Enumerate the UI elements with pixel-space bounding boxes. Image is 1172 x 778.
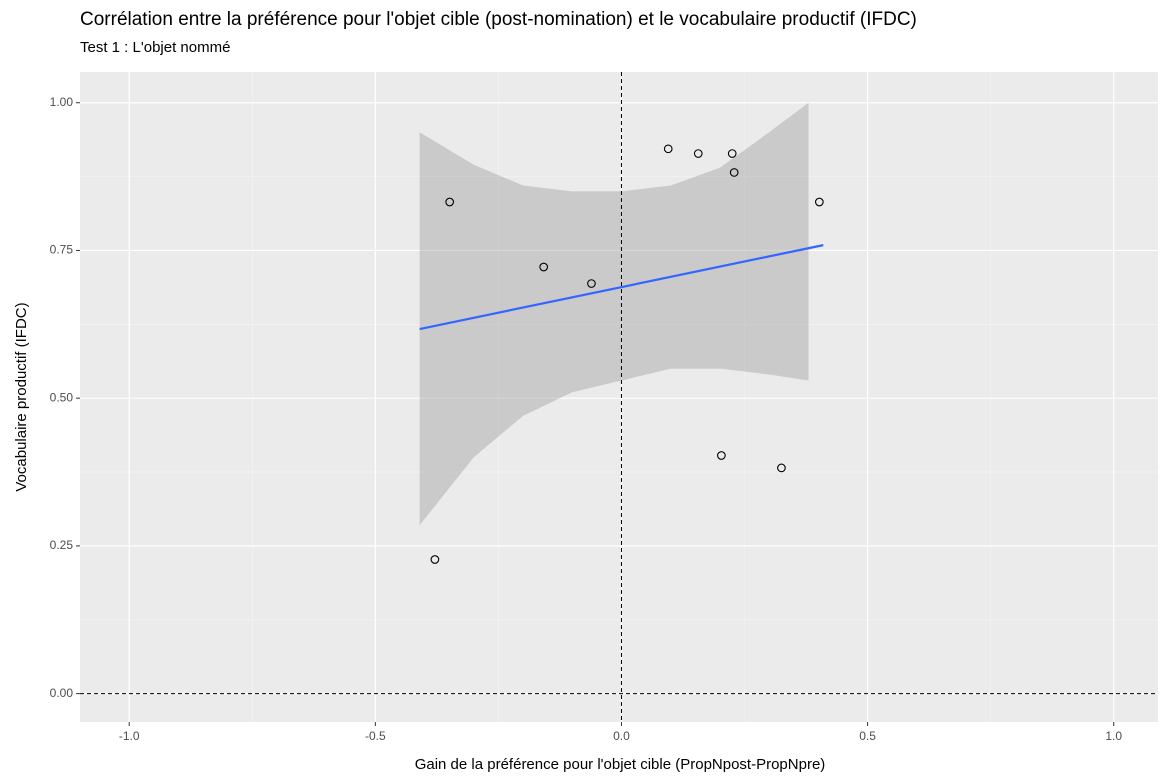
x-tick-label: 0.5 [859,729,876,743]
plot-panel [80,72,1158,722]
point [693,149,703,158]
chart-title: Corrélation entre la préférence pour l'o… [80,9,917,30]
x-tick-label: -1.0 [119,729,140,743]
fit-line [419,244,824,331]
point [587,279,596,288]
point [814,197,824,207]
point [539,262,549,272]
point [663,144,673,154]
point [717,451,726,460]
x-axis-label: Gain de la préférence pour l'objet cible… [415,756,826,773]
y-tick-label: 0.75 [50,243,74,257]
y-tick-label: 0.50 [50,390,74,404]
y-tick-label: 0.00 [50,686,74,700]
point [729,168,739,177]
chart-subtitle: Test 1 : L'objet nommé [80,39,230,56]
point [430,555,440,564]
x-tick-label: -0.5 [365,729,386,743]
x-tick-label: 1.0 [1105,729,1122,743]
point [777,463,786,473]
point [445,197,455,207]
y-axis-label: Vocabulaire productif (IFDC) [13,302,30,491]
x-tick-label: 0.0 [613,729,630,743]
confidence-band [419,102,809,526]
y-tick-label: 1.00 [50,95,74,109]
y-tick-label: 0.25 [50,538,74,552]
point [727,149,737,158]
